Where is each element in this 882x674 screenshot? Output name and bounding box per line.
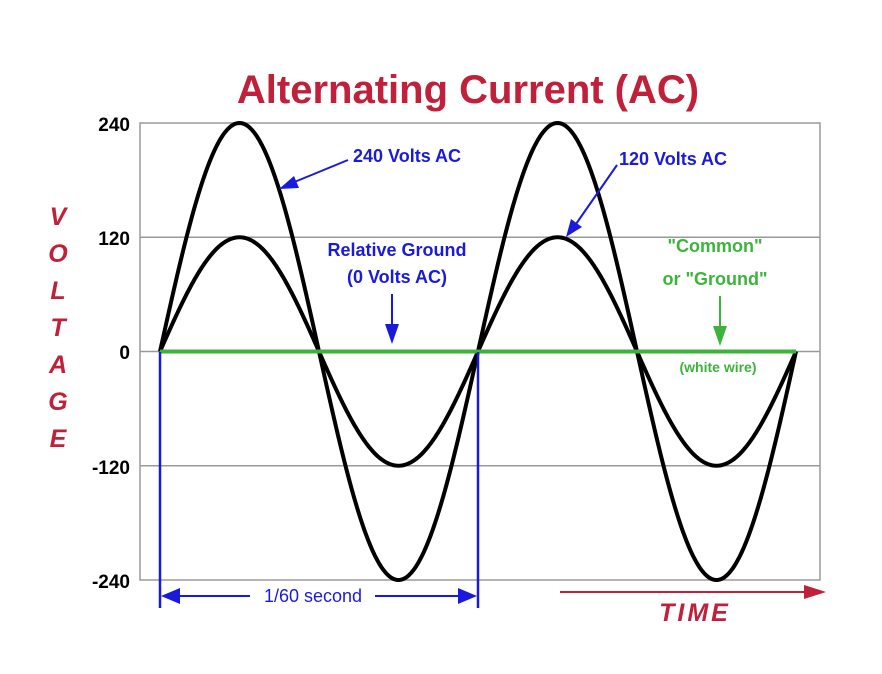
- annotation-common-arrowhead: [713, 326, 727, 346]
- annotation-120-volts: 120 Volts AC: [619, 149, 727, 169]
- annotation-ground-arrowhead: [385, 324, 399, 344]
- chart-title: Alternating Current (AC): [237, 68, 699, 112]
- annotation-240-volts: 240 Volts AC: [353, 146, 461, 166]
- ytick-label: 240: [98, 115, 130, 136]
- annotation-240-arrow-line: [291, 159, 349, 184]
- ytick-label: 120: [98, 229, 130, 250]
- annotation-ground-line1: Relative Ground: [327, 240, 466, 260]
- ytick-label: -120: [92, 458, 130, 479]
- y-axis-label-letter: E: [50, 425, 68, 453]
- ytick-label: 0: [119, 343, 130, 364]
- annotation-ground-line2: (0 Volts AC): [347, 267, 447, 287]
- annotation-common-line2: or "Ground": [662, 269, 767, 289]
- annotation-white-wire: (white wire): [679, 359, 756, 375]
- y-axis-label-letter: O: [48, 240, 68, 268]
- y-axis-label-letter: A: [48, 351, 67, 379]
- annotation-120-arrowhead: [566, 219, 582, 237]
- time-arrowhead: [804, 585, 826, 599]
- period-label: 1/60 second: [264, 586, 362, 606]
- y-axis-label-letter: T: [50, 314, 68, 342]
- annotation-240-arrowhead: [279, 176, 299, 189]
- period-arrowhead-left: [161, 588, 180, 604]
- annotation-common-line1: "Common": [667, 236, 762, 256]
- y-axis-label-letter: L: [50, 277, 65, 305]
- annotation-120-arrow-line: [575, 164, 618, 225]
- x-axis-label: TIME: [659, 599, 731, 627]
- y-axis-label-letter: G: [48, 388, 67, 416]
- y-axis-label-letter: V: [50, 203, 69, 231]
- ytick-label: -240: [92, 572, 130, 593]
- period-arrowhead-right: [458, 588, 477, 604]
